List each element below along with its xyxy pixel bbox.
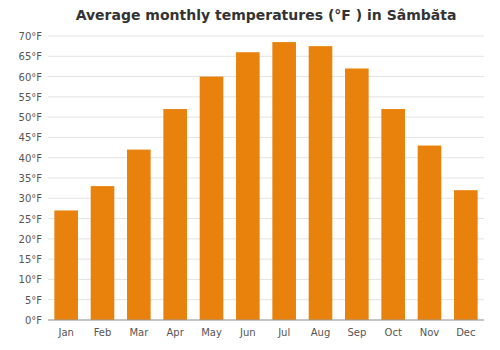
x-tick-label: Apr [167,327,185,338]
y-tick-label: 25°F [19,214,43,225]
y-tick-label: 55°F [19,92,43,103]
grid-line [48,36,484,37]
x-tick-label: Mar [129,327,149,338]
grid-line [48,320,484,321]
y-tick-label: 30°F [19,193,43,204]
y-tick-label: 10°F [19,274,43,285]
y-grid [48,36,484,320]
bar [345,68,369,320]
bar [381,109,405,320]
y-tick-label: 35°F [19,173,43,184]
grid-line [48,96,484,97]
y-tick-label: 0°F [25,315,42,326]
x-tick-label: Jan [57,327,73,338]
x-tick-label: Feb [94,327,112,338]
x-tick-label: May [201,327,222,338]
x-tick-label: Aug [311,327,331,338]
y-tick-label: 45°F [19,132,43,143]
grid-line [48,76,484,77]
y-tick-label: 65°F [19,51,43,62]
grid-line [48,117,484,118]
x-tick-label: Oct [385,327,402,338]
y-tick-label: 60°F [19,72,43,83]
y-tick-label: 40°F [19,153,43,164]
bar [200,77,224,320]
bar [272,42,296,320]
bar [236,52,260,320]
bar [309,46,333,320]
x-tick-label: Jul [277,327,290,338]
chart: Average monthly temperatures (°F ) in Sâ… [0,0,500,350]
bar [54,210,78,320]
x-tick-label: Dec [456,327,475,338]
bar [163,109,187,320]
x-tick-label: Nov [420,327,440,338]
title: Average monthly temperatures (°F ) in Sâ… [76,7,457,23]
x-tick-label: Jun [239,327,256,338]
y-tick-label: 50°F [19,112,43,123]
grid-line [48,137,484,138]
bars [54,42,477,320]
chart-container: Average monthly temperatures (°F ) in Sâ… [0,0,500,350]
bar [454,190,478,320]
bar [127,150,151,320]
bar [91,186,115,320]
grid-line [48,56,484,57]
y-tick-label: 15°F [19,254,43,265]
y-tick-label: 5°F [25,295,42,306]
bar [418,146,442,320]
x-tick-label: Sep [347,327,366,338]
y-tick-label: 20°F [19,234,43,245]
x-axis-line [48,320,484,321]
y-tick-label: 70°F [19,31,43,42]
